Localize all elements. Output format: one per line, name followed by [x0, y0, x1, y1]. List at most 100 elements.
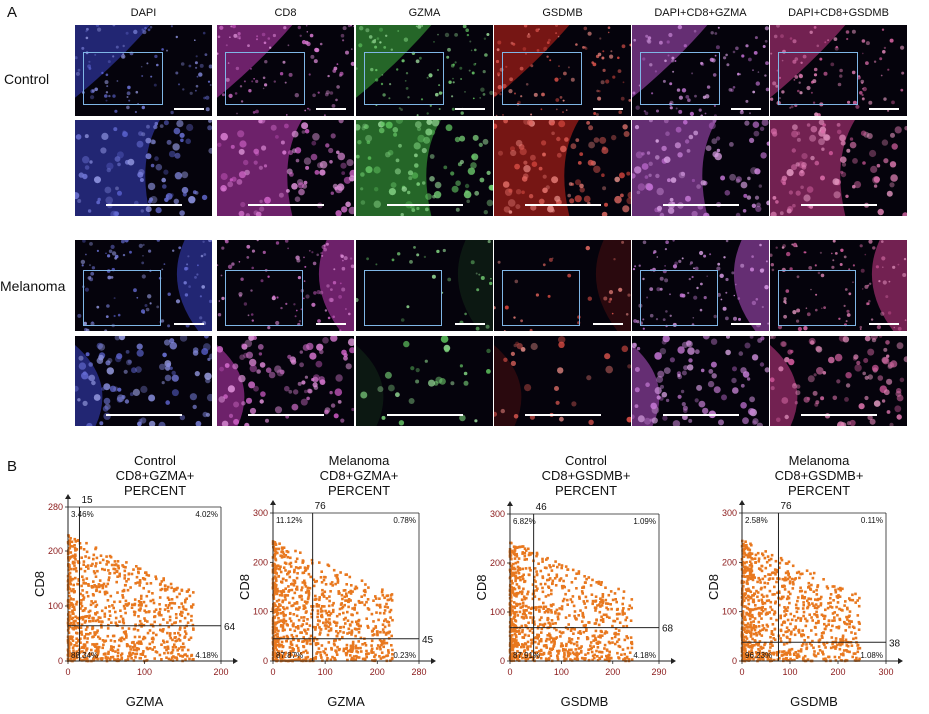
data-point	[67, 565, 70, 568]
data-point	[280, 550, 283, 554]
data-point	[180, 588, 184, 592]
data-point	[786, 651, 789, 655]
data-point	[795, 610, 799, 614]
data-point	[521, 636, 524, 639]
data-point	[623, 652, 626, 656]
data-point	[68, 594, 71, 598]
data-point	[752, 598, 755, 602]
data-point	[599, 597, 602, 600]
data-point	[745, 643, 749, 646]
data-point	[142, 650, 145, 653]
data-point	[575, 587, 578, 590]
data-point	[765, 560, 769, 564]
data-point	[149, 582, 153, 585]
data-point	[128, 652, 131, 655]
data-point	[176, 649, 179, 652]
data-point	[313, 636, 317, 640]
data-point	[68, 580, 71, 583]
data-point	[533, 623, 536, 626]
data-point	[822, 614, 825, 618]
data-point	[627, 658, 631, 661]
data-point	[68, 571, 72, 575]
data-point	[85, 591, 89, 594]
data-point	[513, 549, 517, 552]
data-point	[815, 588, 818, 592]
data-point	[788, 581, 792, 585]
data-point	[318, 633, 322, 636]
data-point	[844, 600, 847, 603]
data-point	[539, 653, 542, 656]
data-point	[281, 645, 284, 649]
data-point	[326, 657, 329, 660]
data-point	[842, 649, 846, 652]
data-point	[792, 628, 796, 631]
data-point	[801, 594, 804, 598]
data-point	[831, 624, 834, 628]
data-point	[107, 578, 110, 582]
data-point	[749, 552, 753, 556]
data-point	[113, 567, 117, 571]
data-point	[809, 572, 812, 576]
x-tick-label: 0	[65, 667, 70, 677]
data-point	[342, 649, 345, 653]
data-point	[359, 646, 362, 650]
data-point	[274, 558, 278, 562]
data-point	[557, 563, 561, 566]
data-point	[826, 587, 830, 590]
data-point	[307, 591, 311, 595]
data-point	[309, 642, 312, 646]
data-point	[282, 619, 286, 622]
data-point	[180, 602, 183, 605]
data-point	[140, 594, 143, 598]
data-point	[381, 593, 385, 597]
data-point	[331, 584, 334, 587]
data-point	[278, 608, 282, 612]
data-point	[595, 649, 598, 653]
data-point	[380, 643, 383, 647]
data-point	[301, 559, 305, 562]
data-point	[133, 603, 136, 607]
data-point	[742, 618, 746, 621]
data-point	[77, 626, 80, 630]
data-point	[516, 658, 519, 661]
data-point	[510, 572, 513, 576]
data-point	[535, 589, 538, 592]
data-point	[72, 654, 76, 658]
data-point	[302, 650, 305, 654]
data-point	[600, 655, 603, 658]
data-point	[139, 601, 143, 604]
data-point	[92, 553, 96, 557]
data-point	[355, 611, 359, 615]
data-point	[387, 624, 391, 627]
data-point	[789, 657, 792, 661]
y-axis-title: CD8	[474, 574, 489, 600]
data-point	[79, 546, 83, 549]
data-point	[799, 586, 802, 590]
data-point	[126, 588, 130, 592]
y-tick-label: 100	[722, 607, 737, 617]
data-point	[563, 585, 566, 589]
data-point	[75, 625, 79, 629]
data-point	[784, 562, 788, 565]
data-point	[154, 650, 158, 653]
data-point	[580, 620, 584, 623]
data-point	[112, 606, 115, 610]
data-point	[781, 653, 785, 657]
data-point	[308, 586, 312, 590]
data-point	[536, 627, 540, 630]
data-point	[805, 643, 808, 646]
data-point	[769, 573, 772, 576]
data-point	[743, 561, 746, 565]
data-point	[168, 601, 172, 605]
data-point	[184, 632, 188, 635]
data-point	[177, 631, 180, 635]
data-point	[365, 649, 368, 653]
data-point	[785, 656, 788, 660]
data-point	[176, 586, 179, 590]
data-point	[579, 609, 582, 612]
zoom-region-box	[225, 270, 303, 326]
data-point	[305, 622, 309, 625]
data-point	[761, 600, 764, 604]
data-point	[760, 656, 763, 660]
data-point	[361, 643, 364, 646]
